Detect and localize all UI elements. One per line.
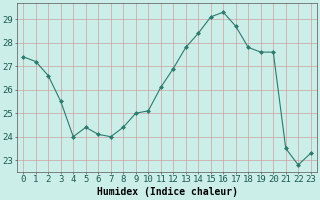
X-axis label: Humidex (Indice chaleur): Humidex (Indice chaleur) <box>97 187 237 197</box>
